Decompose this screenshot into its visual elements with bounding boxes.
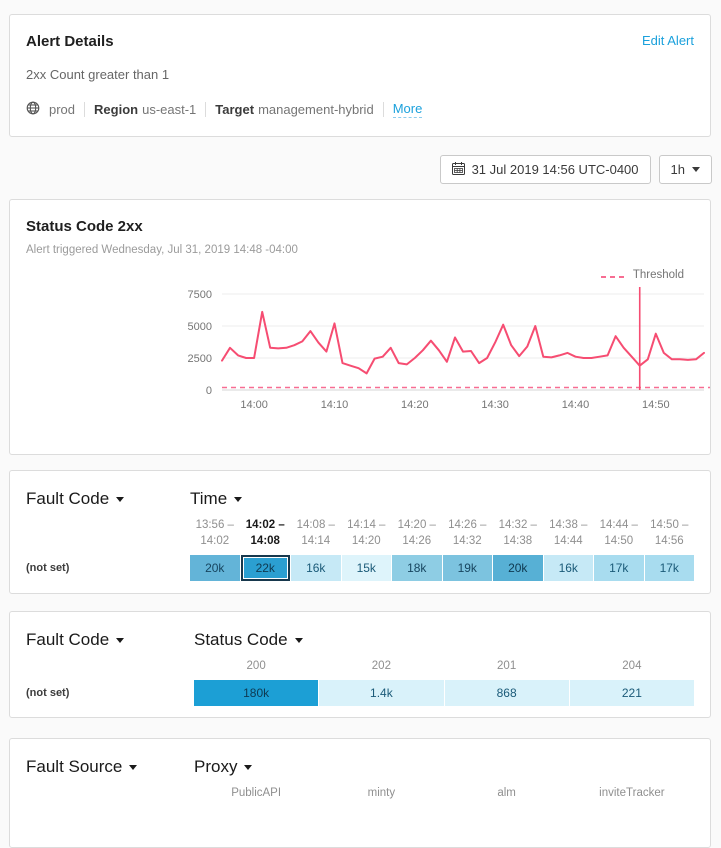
heatmap-column-header: 14:50 –14:56	[650, 519, 689, 547]
heatmap-cell[interactable]: 20k	[190, 554, 240, 581]
chart-title: Status Code 2xx	[26, 218, 143, 235]
row-dimension-dropdown[interactable]: Fault Code	[26, 489, 190, 509]
chevron-down-icon	[129, 764, 138, 770]
heatmap-cell[interactable]: 18k	[392, 554, 442, 581]
chevron-down-icon	[294, 637, 303, 643]
heatmap-column-header: 14:32 –14:38	[498, 519, 537, 547]
region-value: us-east-1	[142, 102, 197, 117]
separator	[84, 102, 86, 117]
heatmap-cell[interactable]: 16k	[291, 554, 341, 581]
target-label: Target	[215, 102, 255, 117]
heatmap-column-header: 14:02 –14:08	[245, 519, 285, 547]
svg-text:7500: 7500	[188, 289, 212, 301]
heatmap-column-header: PublicAPI	[231, 787, 282, 799]
datetime-picker-button[interactable]: 31 Jul 2019 14:56 UTC-0400	[439, 155, 651, 184]
row-dimension-label: Fault Code	[26, 489, 110, 508]
fault-code-by-time-card: Fault Code Time 13:56 –14:02 14:02 –14:08…	[9, 470, 711, 594]
alert-condition-text: 2xx Count greater than 1	[26, 67, 170, 82]
heatmap-cell[interactable]: 17k	[594, 554, 644, 581]
separator	[382, 102, 384, 117]
svg-text:2500: 2500	[188, 353, 212, 365]
heatmap-row-label: (not set)	[26, 561, 70, 574]
target-field: Target management-hybrid	[215, 102, 373, 117]
heatmap-cell[interactable]: 15k	[341, 554, 391, 581]
page-title: Alert Details	[26, 33, 114, 50]
heatmap-cell[interactable]: 22k	[240, 554, 290, 581]
heatmap-column-header: minty	[367, 787, 396, 799]
svg-text:14:20: 14:20	[401, 399, 429, 411]
row-dimension-label: Fault Code	[26, 630, 110, 649]
row-dimension-dropdown[interactable]: Fault Source	[26, 757, 194, 777]
heatmap-column-header: 200	[246, 660, 266, 672]
heatmap-column-header: 14:44 –14:50	[599, 519, 638, 547]
heatmap-column-header: 13:56 –14:02	[195, 519, 234, 547]
threshold-legend-swatch	[600, 266, 625, 284]
environment-value: prod	[49, 102, 76, 117]
heatmap-cell[interactable]: 19k	[442, 554, 492, 581]
range-dropdown[interactable]: 1h	[658, 155, 712, 184]
svg-text:14:40: 14:40	[562, 399, 590, 411]
col-dimension-dropdown[interactable]: Proxy	[194, 757, 253, 777]
heatmap-cell[interactable]: 20k	[493, 554, 543, 581]
region-field: Region us-east-1	[94, 102, 196, 117]
region-label: Region	[94, 102, 139, 117]
heatmap-column-header: 202	[371, 660, 391, 672]
chevron-down-icon	[234, 496, 243, 502]
fault-code-by-status-card: Fault Code Status Code 200 202 201 204 (not …	[9, 611, 711, 718]
heatmap-column-header: 201	[497, 660, 517, 672]
line-chart[interactable]: 7500 5000 2500 0 14:00 14:10 14:20 14:30 14:40 14…	[26, 286, 713, 420]
range-value: 1h	[670, 162, 685, 177]
chevron-down-icon	[116, 496, 125, 502]
heatmap-cell[interactable]: 180k	[194, 679, 319, 706]
globe-icon	[26, 101, 40, 118]
heatmap-column-header: 204	[622, 660, 642, 672]
col-dimension-dropdown[interactable]: Time	[190, 489, 243, 509]
chevron-down-icon	[116, 637, 125, 643]
heatmap-grid: 13:56 –14:02 14:02 –14:08 14:08 –14:14 14:1…	[26, 518, 694, 581]
alert-details-card: Alert Details Edit Alert 2xx Count great…	[9, 14, 711, 137]
separator	[205, 102, 207, 117]
heatmap-cell[interactable]: 221	[569, 679, 694, 706]
svg-text:14:10: 14:10	[321, 399, 349, 411]
status-code-chart-card: Status Code 2xx Alert triggered Wednesda…	[9, 199, 711, 455]
svg-text:14:50: 14:50	[642, 399, 670, 411]
calendar-icon	[451, 161, 465, 178]
heatmap-column-header: 14:14 –14:20	[347, 519, 386, 547]
heatmap-cell[interactable]: 1.4k	[319, 679, 444, 706]
col-dimension-dropdown[interactable]: Status Code	[194, 630, 303, 650]
edit-alert-link[interactable]: Edit Alert	[641, 33, 694, 48]
heatmap-cell[interactable]: 16k	[543, 554, 593, 581]
col-dimension-label: Status Code	[194, 630, 288, 649]
svg-text:14:30: 14:30	[481, 399, 509, 411]
heatmap-grid: 200 202 201 204 (not set) 180k 1.4k 868 221	[26, 659, 694, 706]
svg-text:14:00: 14:00	[240, 399, 268, 411]
heatmap-column-header: 14:26 –14:32	[448, 519, 487, 547]
heatmap-cell[interactable]: 17k	[644, 554, 694, 581]
fault-source-by-proxy-card: Fault Source Proxy PublicAPI minty alm invi…	[9, 738, 711, 848]
row-dimension-label: Fault Source	[26, 757, 123, 776]
heatmap-column-header: 14:38 –14:44	[549, 519, 588, 547]
chevron-down-icon	[692, 167, 700, 172]
svg-text:5000: 5000	[188, 321, 212, 333]
heatmap-row-label: (not set)	[26, 686, 70, 699]
heatmap-cell[interactable]: 868	[444, 679, 569, 706]
row-dimension-dropdown[interactable]: Fault Code	[26, 630, 194, 650]
col-dimension-label: Time	[190, 489, 228, 508]
heatmap-column-header: 14:08 –14:14	[296, 519, 335, 547]
time-toolbar: 31 Jul 2019 14:56 UTC-0400 1h	[439, 155, 712, 184]
target-value: management-hybrid	[258, 102, 374, 117]
heatmap-column-header: inviteTracker	[599, 787, 665, 799]
datetime-value: 31 Jul 2019 14:56 UTC-0400	[471, 162, 639, 177]
threshold-legend-label: Threshold	[632, 269, 684, 281]
alert-triggered-text: Alert triggered Wednesday, Jul 31, 2019 …	[26, 244, 298, 256]
col-dimension-label: Proxy	[194, 757, 238, 776]
svg-text:0: 0	[206, 385, 212, 397]
heatmap-column-header: alm	[497, 787, 516, 799]
heatmap-grid: PublicAPI minty alm inviteTracker	[26, 786, 694, 807]
chevron-down-icon	[244, 764, 253, 770]
more-link[interactable]: More	[392, 101, 423, 118]
heatmap-column-header: 14:20 –14:26	[397, 519, 436, 547]
